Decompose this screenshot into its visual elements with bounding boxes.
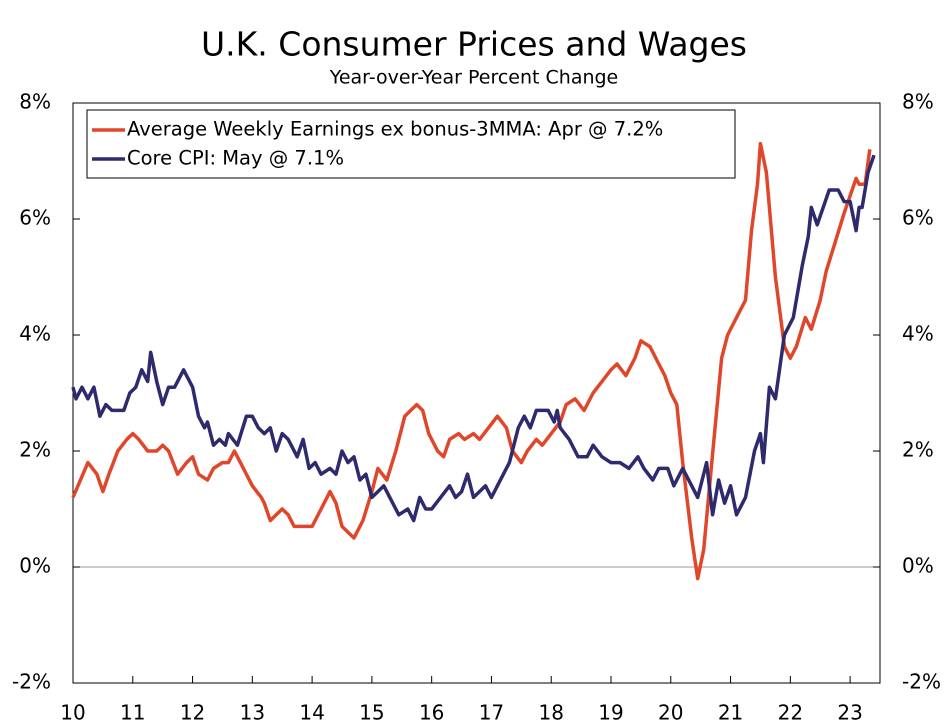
x-tick-label: 20 [658, 701, 683, 725]
y2-tick-label: 0% [902, 554, 934, 578]
y-tick-label: 2% [19, 438, 51, 462]
y2-tick-label: 4% [902, 322, 934, 346]
x-tick-label: 21 [718, 701, 743, 725]
legend-box [86, 109, 736, 179]
y2-tick-label: -2% [902, 670, 941, 694]
y-tick-label: 4% [19, 322, 51, 346]
legend-label: Core CPI: May @ 7.1% [127, 147, 344, 170]
series-line [71, 154, 876, 523]
x-tick-label: 18 [538, 701, 563, 725]
chart-title: U.K. Consumer Prices and Wages [201, 25, 747, 64]
y-tick-label: 6% [19, 206, 51, 230]
x-tick-label: 14 [299, 701, 324, 725]
x-tick-label: 16 [419, 701, 444, 725]
y-tick-label: -2% [12, 670, 51, 694]
y2-tick-label: 8% [902, 90, 934, 114]
legend-label: Average Weekly Earnings ex bonus-3MMA: A… [127, 118, 663, 141]
x-tick-label: 22 [778, 701, 803, 725]
y-tick-label: 8% [19, 90, 51, 114]
x-tick-label: 10 [60, 701, 85, 725]
chart-subtitle: Year-over-Year Percent Change [329, 67, 619, 89]
x-tick-label: 23 [837, 701, 862, 725]
x-tick-label: 13 [240, 701, 265, 725]
x-tick-label: 19 [598, 701, 623, 725]
y-tick-label: 0% [19, 554, 51, 578]
x-tick-label: 15 [359, 701, 384, 725]
x-tick-label: 11 [120, 701, 145, 725]
x-tick-label: 17 [479, 701, 504, 725]
series-line [71, 141, 872, 581]
y2-tick-label: 6% [902, 206, 934, 230]
x-tick-label: 12 [180, 701, 205, 725]
y2-tick-label: 2% [902, 438, 934, 462]
